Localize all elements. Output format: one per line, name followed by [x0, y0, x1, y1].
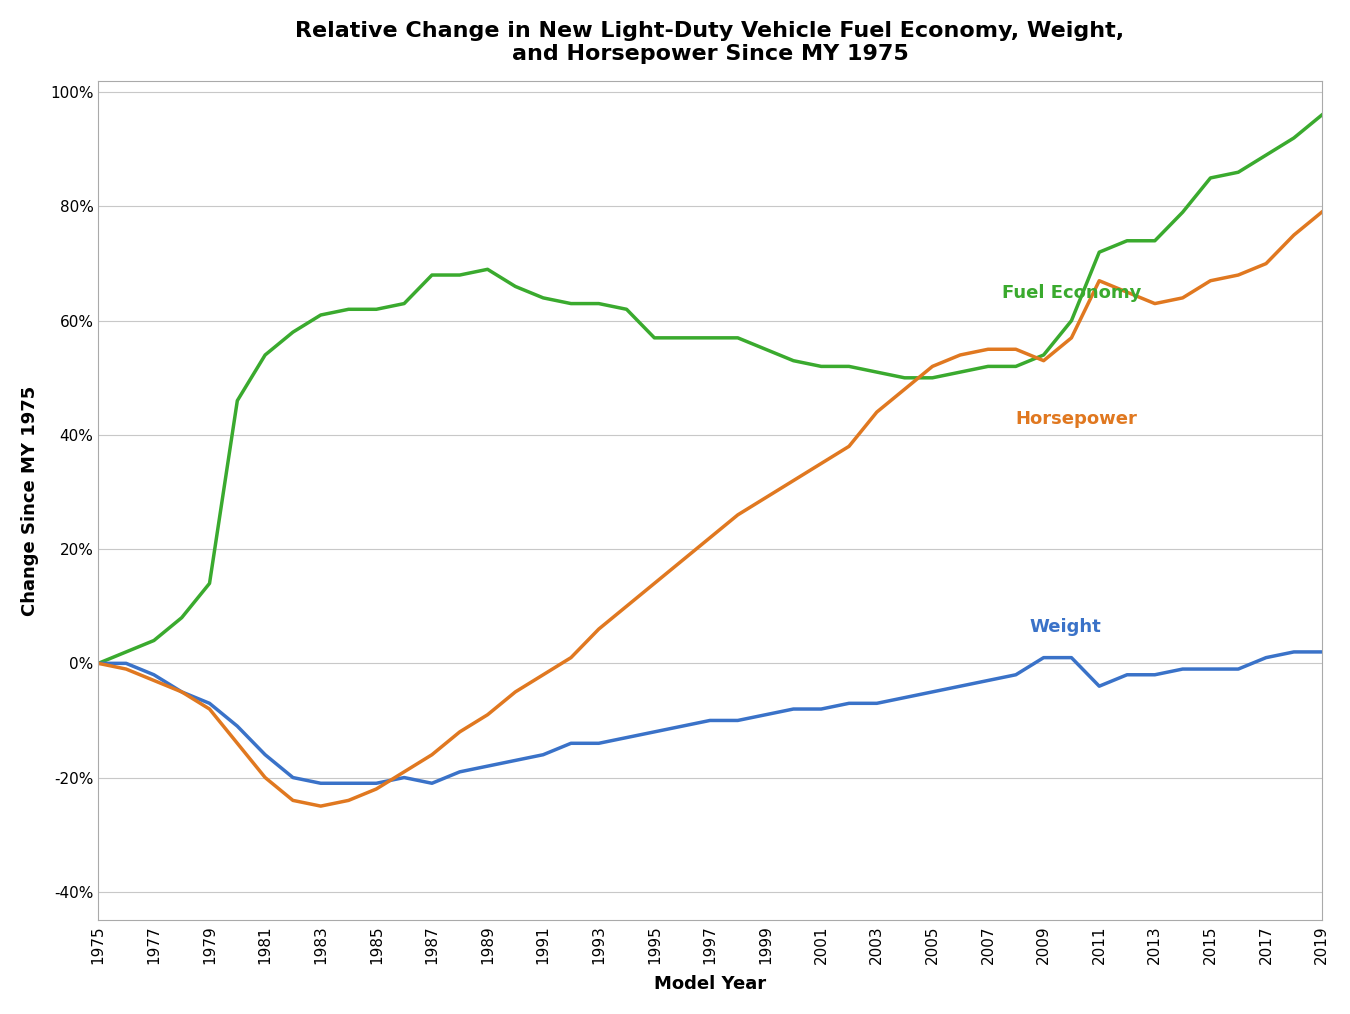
Text: Horsepower: Horsepower	[1015, 410, 1138, 428]
Title: Relative Change in New Light-Duty Vehicle Fuel Economy, Weight,
and Horsepower S: Relative Change in New Light-Duty Vehicl…	[296, 21, 1125, 64]
Text: Fuel Economy: Fuel Economy	[1002, 284, 1141, 302]
Text: Weight: Weight	[1030, 618, 1102, 636]
X-axis label: Model Year: Model Year	[653, 975, 765, 993]
Y-axis label: Change Since MY 1975: Change Since MY 1975	[20, 385, 39, 615]
